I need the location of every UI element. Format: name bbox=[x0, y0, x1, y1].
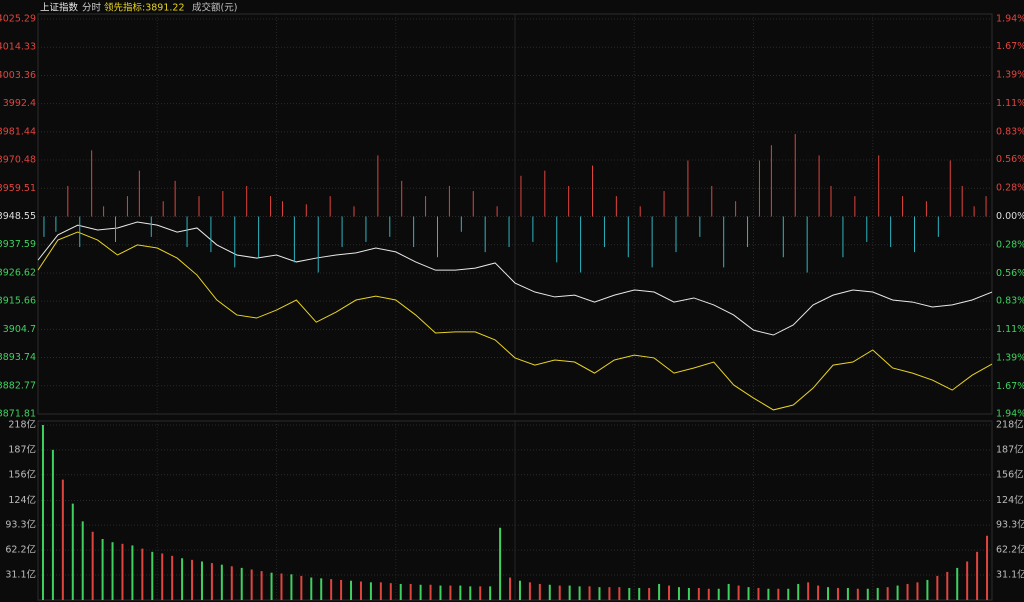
volume-title: 成交额(元) bbox=[192, 2, 237, 14]
y2-tick-label: 0.28% bbox=[996, 240, 1024, 251]
indicator: 领先指标:3891.22 bbox=[104, 2, 185, 14]
y-tick-label: 4003.36 bbox=[0, 70, 36, 81]
volume-tick-label: 124亿 bbox=[8, 494, 36, 506]
price-line bbox=[37, 231, 993, 411]
y2-tick-label: 0.00% bbox=[996, 211, 1024, 222]
volume-tick-label: 156亿 bbox=[996, 468, 1024, 480]
y2-tick-label: 1.94% bbox=[996, 14, 1024, 25]
price-line bbox=[37, 221, 993, 336]
y2-tick-label: 1.67% bbox=[996, 41, 1024, 52]
volume-tick-label: 62.2亿 bbox=[996, 544, 1024, 556]
y-tick-label: 3915.66 bbox=[0, 296, 36, 307]
volume-tick-label: 218亿 bbox=[8, 419, 36, 431]
volume-tick-label: 156亿 bbox=[8, 468, 36, 480]
y-tick-label: 3904.7 bbox=[3, 324, 36, 335]
y-tick-label: 3882.77 bbox=[0, 380, 36, 391]
y-tick-label: 3893.74 bbox=[0, 352, 36, 363]
volume-tick-label: 62.2亿 bbox=[5, 544, 36, 556]
y2-tick-label: 1.39% bbox=[996, 353, 1024, 364]
volume-tick-label: 93.3亿 bbox=[5, 519, 36, 531]
y-tick-label: 3937.59 bbox=[0, 239, 36, 250]
volume-tick-label: 218亿 bbox=[996, 419, 1024, 431]
y2-tick-label: 1.67% bbox=[996, 381, 1024, 392]
y-tick-label: 3948.55 bbox=[0, 211, 36, 222]
volume-tick-label: 93.3亿 bbox=[996, 519, 1024, 531]
y2-tick-label: 0.83% bbox=[996, 295, 1024, 306]
y-tick-label: 4025.29 bbox=[0, 14, 36, 25]
y2-tick-label: 0.28% bbox=[996, 182, 1024, 193]
y2-tick-label: 0.56% bbox=[996, 268, 1024, 279]
y-tick-label: 3959.51 bbox=[0, 183, 36, 194]
y2-tick-label: 1.94% bbox=[996, 409, 1024, 420]
y-tick-label: 3926.62 bbox=[0, 267, 36, 278]
y2-tick-label: 1.39% bbox=[996, 69, 1024, 80]
volume-tick-label: 31.1亿 bbox=[5, 569, 36, 581]
y-tick-label: 3871.81 bbox=[0, 409, 36, 420]
mode: 分时 bbox=[82, 2, 102, 14]
y2-tick-label: 1.11% bbox=[996, 98, 1024, 109]
volume-tick-label: 187亿 bbox=[8, 443, 36, 455]
y-tick-label: 3992.4 bbox=[3, 98, 36, 109]
y-tick-label: 3970.48 bbox=[0, 155, 36, 166]
volume-tick-label: 31.1亿 bbox=[996, 569, 1024, 581]
y2-tick-label: 0.56% bbox=[996, 154, 1024, 165]
y-tick-label: 4014.33 bbox=[0, 42, 36, 53]
symbol: 上证指数 bbox=[40, 2, 79, 14]
volume-tick-label: 187亿 bbox=[996, 443, 1024, 455]
y2-tick-label: 1.11% bbox=[996, 324, 1024, 335]
y2-tick-label: 0.83% bbox=[996, 127, 1024, 138]
volume-tick-label: 124亿 bbox=[996, 494, 1024, 506]
y-tick-label: 3981.44 bbox=[0, 126, 36, 137]
